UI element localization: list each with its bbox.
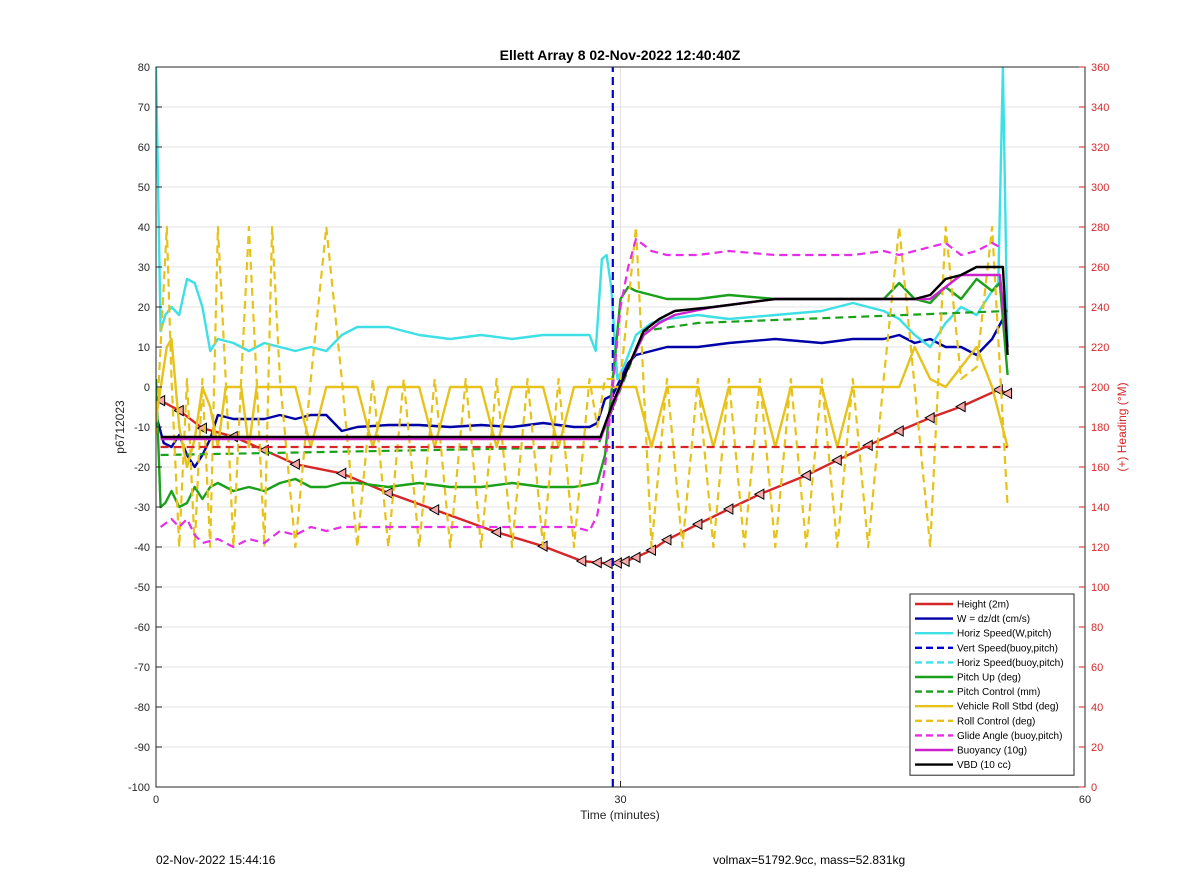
series-layer	[156, 67, 1013, 787]
y2-tick-label: 340	[1091, 102, 1109, 114]
height-marker	[924, 411, 935, 424]
y-tick-label: -40	[134, 542, 150, 554]
y2-tick-label: 0	[1091, 782, 1097, 794]
series-line-w-dz-dt-cm-s	[156, 317, 1009, 469]
x-tick-label: 30	[614, 794, 626, 806]
height-marker	[992, 383, 1003, 396]
legend-label: Pitch Up (deg)	[957, 673, 1021, 684]
series-line-vbd-10-cc	[160, 265, 1009, 439]
legend-box	[909, 593, 1075, 776]
height-marker	[955, 400, 966, 413]
series-line-vehicle-roll-stbd-deg	[156, 337, 1009, 469]
y-tick-label: -20	[134, 462, 150, 474]
legend-label: Vehicle Roll Stbd (deg)	[957, 702, 1059, 713]
legend-label: Horiz Speed(W,pitch)	[957, 629, 1051, 640]
height-marker	[335, 467, 347, 480]
y-tick-label: 50	[138, 182, 150, 194]
chart-title: Ellett Array 8 02-Nov-2022 12:40:40Z	[500, 47, 741, 63]
y2-tick-label: 40	[1091, 702, 1103, 714]
y-tick-label: 80	[138, 62, 150, 74]
series-line-roll-control-deg	[156, 225, 1009, 549]
height-marker	[289, 458, 300, 471]
y-tick-label: 10	[138, 342, 150, 354]
y2-tick-label: 260	[1091, 262, 1109, 274]
legend-label: VBD (10 cc)	[957, 760, 1011, 771]
legend-label: Roll Control (deg)	[957, 716, 1035, 727]
height-marker	[629, 551, 641, 564]
height-marker	[490, 526, 502, 539]
y-tick-label: -90	[134, 742, 150, 754]
height-marker	[660, 533, 672, 546]
height-marker	[382, 487, 393, 499]
y2-tick-label: 320	[1091, 142, 1109, 154]
y-tick-label: 30	[138, 262, 150, 274]
legend: Height (2m) W = dz/dt (cm/s) Horiz Speed(W…	[909, 593, 1075, 776]
y2-tick-label: 100	[1091, 582, 1109, 594]
y-tick-label: 70	[138, 102, 150, 114]
y-axis-label: p6712023	[113, 400, 127, 454]
y2-tick-label: 60	[1091, 662, 1103, 674]
footer-timestamp: 02-Nov-2022 15:44:16	[156, 853, 276, 867]
y-tick-label: -30	[134, 502, 150, 514]
height-marker	[611, 557, 622, 569]
y-tick-label: 60	[138, 142, 150, 154]
y-tick-label: 20	[138, 302, 150, 314]
legend-label: Horiz Speed(buoy,pitch)	[957, 658, 1064, 669]
legend-label: Glide Angle (buoy,pitch)	[957, 731, 1062, 742]
height-marker	[800, 469, 811, 482]
y2-tick-label: 120	[1091, 542, 1109, 554]
y2-tick-label: 360	[1091, 62, 1109, 74]
y2-tick-label: 200	[1091, 382, 1109, 394]
y2-tick-label: 160	[1091, 462, 1109, 474]
y-tick-label: -50	[134, 582, 150, 594]
height-marker	[831, 454, 842, 467]
height-marker	[619, 555, 630, 568]
height-marker	[722, 503, 734, 515]
y-tick-label: 0	[144, 382, 150, 394]
footer-volume-mass: volmax=51792.9cc, mass=52.831kg	[713, 853, 906, 867]
y-axis: -100-90-80-70-60-50-40-30-20-10010203040…	[128, 62, 162, 794]
y2-tick-label: 20	[1091, 742, 1103, 754]
series-line-pitch-up-deg	[156, 277, 1009, 509]
y-tick-label: -10	[134, 422, 150, 434]
x-tick-label: 0	[153, 794, 159, 806]
y-tick-label: -80	[134, 702, 150, 714]
y2-tick-label: 300	[1091, 182, 1109, 194]
y2-tick-label: 240	[1091, 302, 1109, 314]
y2-axis-label: (+) Heading (°M)	[1115, 382, 1129, 471]
y2-tick-label: 220	[1091, 342, 1109, 354]
legend-label: Height (2m)	[957, 600, 1009, 611]
y-tick-label: -70	[134, 662, 150, 674]
legend-label: Vert Speed(buoy,pitch)	[957, 643, 1058, 654]
y2-axis: 0 20 40 60 80 100 120 140 160 180 200 220 240 260 280 3…	[1079, 62, 1109, 794]
height-marker	[893, 425, 904, 437]
series-line-horiz-speed-w-pitch	[156, 67, 1009, 381]
x-axis-label: Time (minutes)	[580, 808, 660, 822]
y-tick-label: -60	[134, 622, 150, 634]
y2-tick-label: 80	[1091, 622, 1103, 634]
series-line-glide-angle-buoy-pitch	[159, 237, 1001, 549]
height-marker	[428, 503, 440, 516]
height-marker	[1001, 387, 1013, 400]
x-axis: 0 30 60	[153, 781, 1091, 806]
height-marker	[591, 556, 602, 569]
legend-label: Pitch Control (mm)	[957, 687, 1040, 698]
x-tick-label: 60	[1079, 794, 1091, 806]
y2-tick-label: 280	[1091, 222, 1109, 234]
legend-label: W = dz/dt (cm/s)	[957, 614, 1030, 625]
y-tick-label: 40	[138, 222, 150, 234]
y2-tick-label: 180	[1091, 422, 1109, 434]
height-marker	[691, 518, 703, 531]
height-marker	[575, 555, 587, 567]
height-marker	[753, 488, 765, 501]
y2-tick-label: 140	[1091, 502, 1109, 514]
y-tick-label: -100	[128, 782, 150, 794]
legend-label: Buoyancy (10g)	[957, 746, 1027, 757]
